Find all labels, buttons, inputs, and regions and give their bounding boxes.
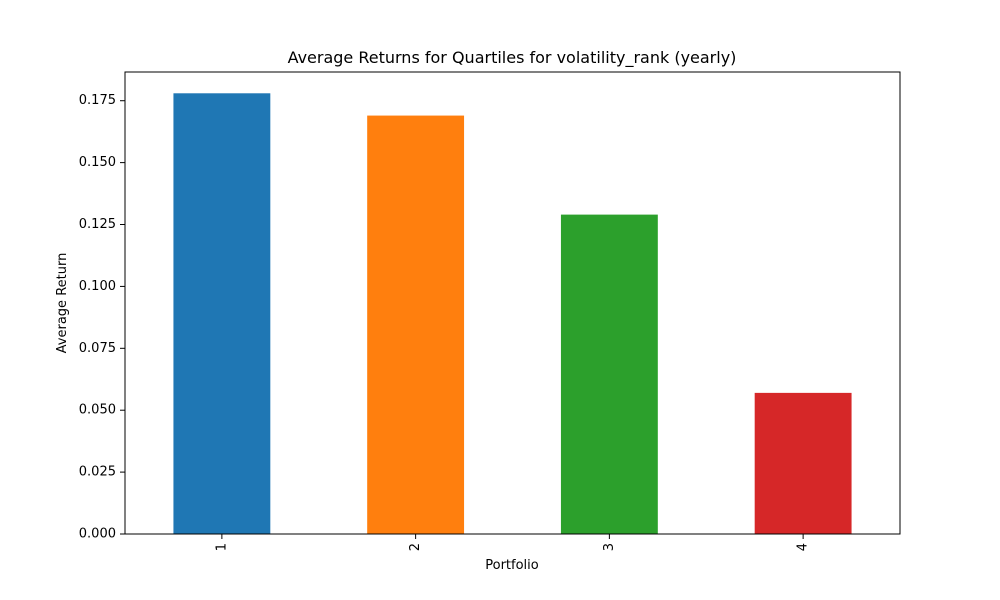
chart-title: Average Returns for Quartiles for volati… [288, 48, 737, 68]
bar-portfolio-3 [560, 214, 658, 534]
x-tick-label: 1 [214, 543, 229, 551]
y-tick-label: 0.000 [79, 527, 116, 542]
y-tick-label: 0.075 [79, 341, 116, 356]
plot-frame [124, 71, 901, 535]
x-tick-label: 3 [602, 543, 617, 551]
x-axis-ticks: 1 2 3 4 [214, 534, 811, 551]
bar-portfolio-2 [367, 115, 465, 534]
bars-group [173, 93, 852, 534]
y-tick-label: 0.150 [79, 155, 116, 170]
y-tick-label: 0.100 [79, 279, 116, 294]
y-tick-label: 0.125 [79, 217, 116, 232]
y-tick-label: 0.050 [79, 403, 116, 418]
bar-portfolio-4 [754, 392, 852, 534]
x-axis-label: Portfolio [485, 558, 539, 573]
bar-portfolio-1 [173, 93, 271, 534]
y-tick-label: 0.175 [79, 93, 116, 108]
x-tick-label: 4 [796, 543, 811, 551]
x-tick-label: 2 [408, 543, 423, 551]
y-tick-label: 0.025 [79, 465, 116, 480]
y-axis-ticks: 0.000 0.025 0.050 0.075 0.100 0.125 0.150 0.175 [79, 93, 125, 542]
y-axis-label: Average Return [55, 253, 70, 354]
